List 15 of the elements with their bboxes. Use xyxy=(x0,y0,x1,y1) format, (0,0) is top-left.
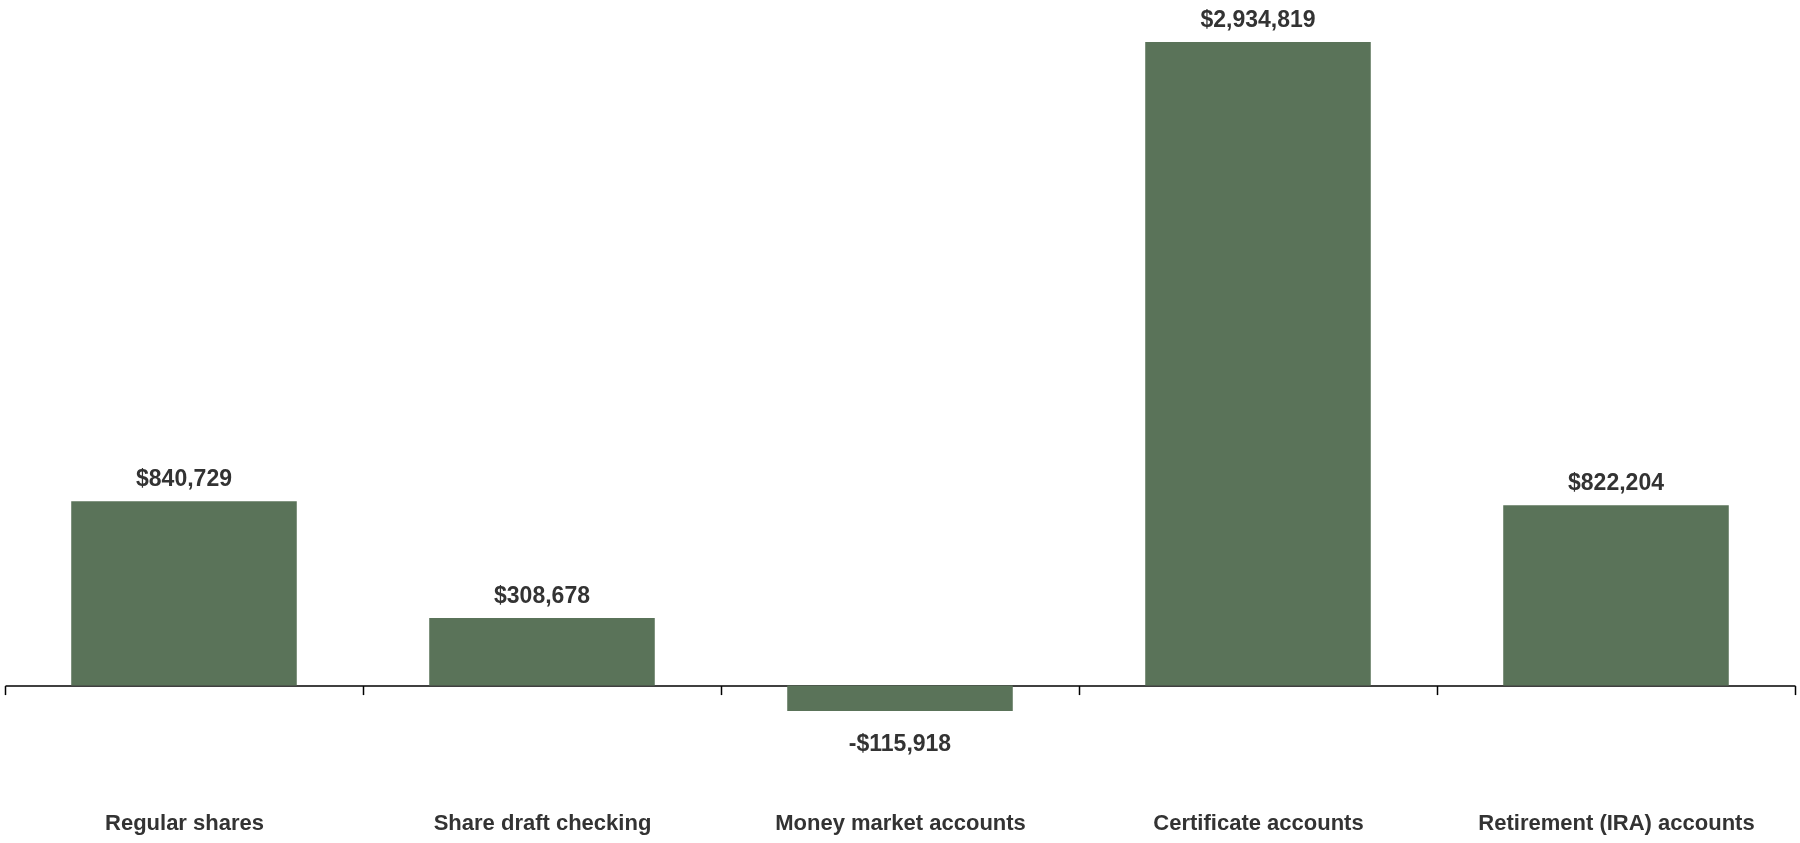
x-tick-label: Certificate accounts xyxy=(1153,810,1364,836)
x-tick-label: Money market accounts xyxy=(775,810,1026,836)
data-label: $840,729 xyxy=(136,465,232,492)
data-label: $822,204 xyxy=(1568,469,1665,496)
bar xyxy=(1145,42,1371,686)
bar xyxy=(71,501,297,686)
data-label: $308,678 xyxy=(494,581,591,608)
bar xyxy=(1503,505,1729,686)
data-label: -$115,918 xyxy=(848,730,952,756)
x-tick-label: Regular shares xyxy=(105,810,264,836)
bar xyxy=(429,617,655,686)
bar xyxy=(787,685,1013,711)
x-tick-label: Retirement (IRA) accounts xyxy=(1478,810,1755,836)
x-tick-label: Share draft checking xyxy=(433,810,652,836)
data-label: $2,934,819 xyxy=(1200,6,1316,32)
